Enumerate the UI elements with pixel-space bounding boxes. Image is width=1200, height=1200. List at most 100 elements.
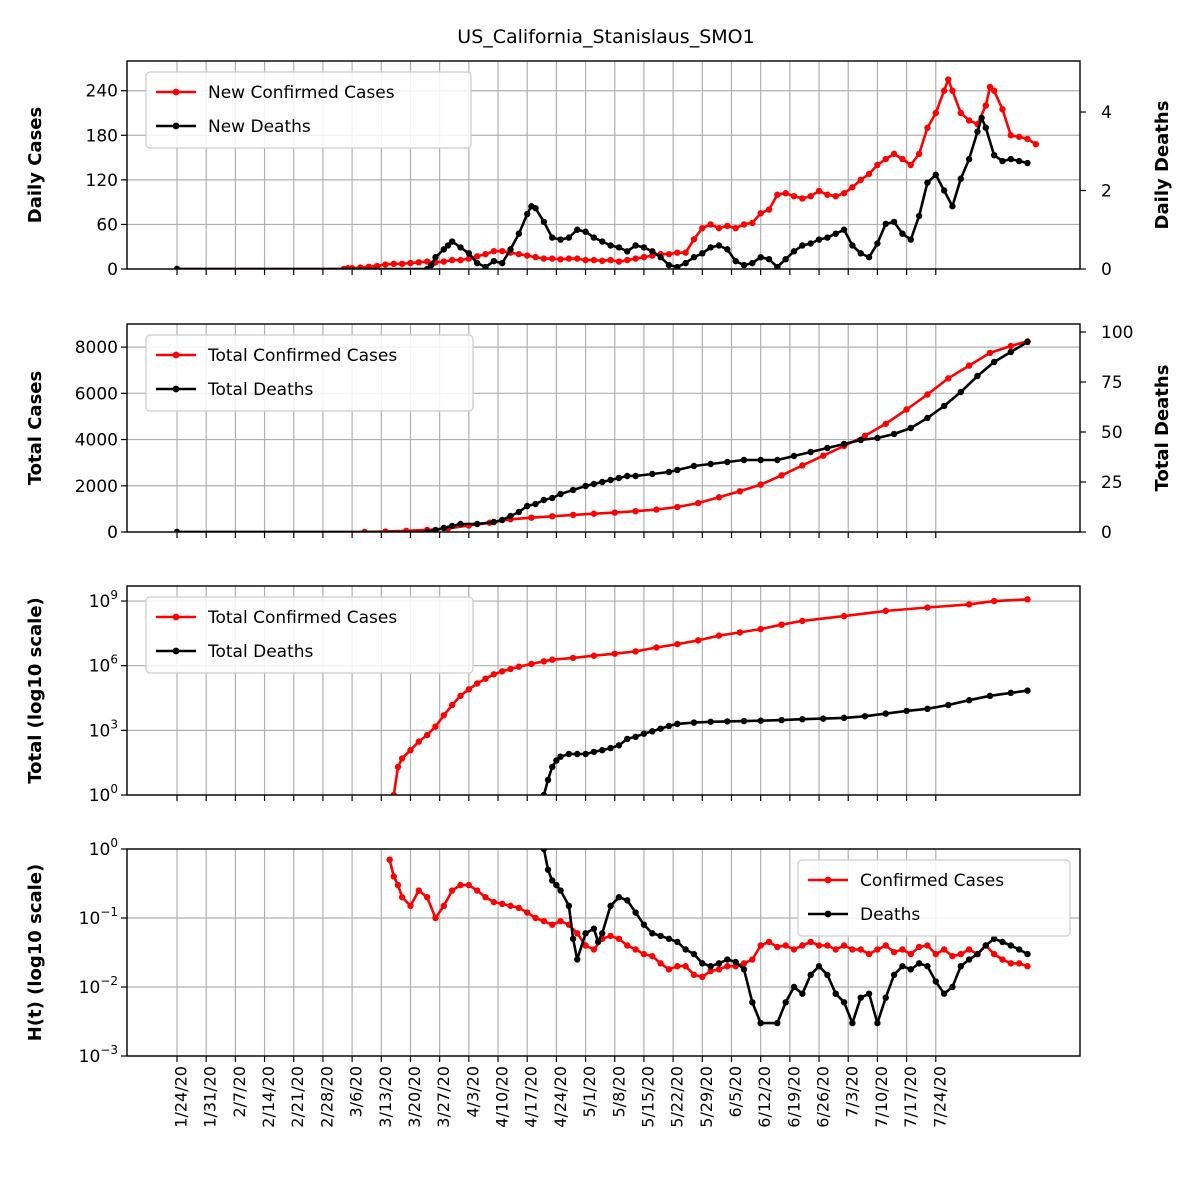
x-tick-label: 2/7/20 bbox=[230, 1066, 249, 1118]
data-point bbox=[448, 887, 456, 894]
data-point bbox=[557, 256, 564, 263]
y-tick-label: 0 bbox=[107, 260, 118, 280]
data-point bbox=[949, 952, 956, 960]
data-point bbox=[907, 966, 914, 973]
data-point bbox=[774, 1019, 781, 1027]
data-point bbox=[807, 193, 814, 200]
data-point bbox=[865, 254, 873, 261]
data-point bbox=[373, 262, 381, 269]
series-line-0 bbox=[177, 78, 1037, 269]
data-point bbox=[774, 263, 781, 269]
data-point bbox=[590, 748, 598, 756]
data-point bbox=[999, 956, 1006, 963]
data-point bbox=[674, 466, 681, 474]
data-point bbox=[365, 263, 372, 269]
data-point bbox=[674, 720, 681, 728]
data-point bbox=[498, 247, 506, 255]
data-point bbox=[498, 900, 506, 908]
data-point bbox=[553, 757, 560, 764]
data-point bbox=[549, 656, 556, 663]
data-point bbox=[840, 190, 848, 197]
data-point bbox=[1007, 342, 1015, 350]
data-point bbox=[715, 224, 723, 232]
data-point bbox=[582, 228, 589, 235]
data-point bbox=[736, 488, 744, 495]
y-right-tick-label: 4 bbox=[1101, 103, 1112, 123]
data-point bbox=[398, 755, 406, 762]
data-point bbox=[1007, 132, 1015, 139]
data-point bbox=[544, 866, 552, 873]
data-point bbox=[473, 887, 481, 894]
data-point bbox=[607, 744, 614, 752]
data-point bbox=[840, 999, 848, 1006]
data-point bbox=[444, 242, 452, 249]
x-tick-labels: 1/24/20 1/31/20 2/7/20 2/14/20 2/21/20 2/28/2… bbox=[172, 1066, 950, 1128]
data-point bbox=[907, 424, 914, 432]
legend-marker bbox=[172, 647, 180, 655]
data-point bbox=[978, 114, 985, 122]
data-point bbox=[690, 950, 698, 958]
data-point bbox=[690, 254, 698, 261]
data-point bbox=[707, 221, 714, 228]
data-point bbox=[965, 697, 973, 704]
data-point bbox=[799, 715, 806, 723]
data-point bbox=[790, 452, 798, 460]
data-point bbox=[674, 263, 681, 269]
data-point bbox=[557, 236, 564, 243]
data-point bbox=[724, 458, 731, 466]
data-point bbox=[415, 259, 423, 266]
data-point bbox=[653, 644, 660, 651]
data-point bbox=[590, 946, 598, 953]
data-point bbox=[540, 917, 548, 925]
x-tick-label: 2/21/20 bbox=[288, 1066, 307, 1128]
data-point bbox=[907, 161, 914, 169]
data-point bbox=[515, 250, 523, 258]
data-point bbox=[465, 881, 473, 889]
legend-label: Total Deaths bbox=[207, 642, 314, 662]
data-point bbox=[990, 87, 998, 94]
data-point bbox=[482, 263, 489, 269]
data-point bbox=[932, 978, 939, 985]
data-point bbox=[1015, 946, 1023, 953]
data-point bbox=[665, 722, 673, 730]
legend-marker bbox=[824, 910, 832, 918]
data-point bbox=[815, 187, 823, 195]
data-point bbox=[982, 124, 990, 131]
data-point bbox=[515, 663, 523, 670]
data-point bbox=[782, 190, 789, 197]
y-tick-label: 60 bbox=[96, 215, 118, 235]
data-point bbox=[390, 791, 397, 795]
data-point bbox=[799, 990, 806, 997]
data-point bbox=[665, 250, 673, 258]
data-point bbox=[945, 76, 952, 83]
data-point bbox=[965, 362, 973, 369]
series-line-0 bbox=[177, 340, 1028, 532]
data-point bbox=[582, 482, 589, 490]
data-point bbox=[832, 193, 839, 200]
y-right-tick-label: 2 bbox=[1101, 182, 1112, 202]
y-right-axis-label: Daily Deaths bbox=[1152, 101, 1173, 230]
data-point bbox=[990, 935, 998, 942]
data-point bbox=[540, 658, 548, 665]
y-tick-label: 4000 bbox=[75, 431, 118, 451]
x-tick-label: 4/24/20 bbox=[551, 1066, 570, 1128]
x-tick-label: 4/17/20 bbox=[522, 1066, 541, 1128]
x-tick-label: 6/12/20 bbox=[755, 1066, 774, 1128]
x-tick-label: 7/3/20 bbox=[843, 1066, 862, 1118]
data-point bbox=[832, 990, 839, 997]
data-point bbox=[732, 257, 739, 265]
data-point bbox=[740, 717, 748, 725]
data-point bbox=[532, 914, 539, 922]
data-point bbox=[945, 375, 952, 382]
data-point bbox=[590, 234, 598, 241]
legend-frame bbox=[145, 71, 472, 149]
y-axis-label: Daily Cases bbox=[25, 107, 46, 223]
x-tick-label: 3/6/20 bbox=[347, 1066, 366, 1118]
data-point bbox=[899, 946, 906, 953]
data-point bbox=[473, 520, 481, 528]
data-point bbox=[965, 956, 973, 963]
data-point bbox=[457, 520, 464, 528]
data-point bbox=[565, 902, 573, 910]
data-point bbox=[423, 894, 431, 901]
data-point bbox=[699, 250, 706, 257]
